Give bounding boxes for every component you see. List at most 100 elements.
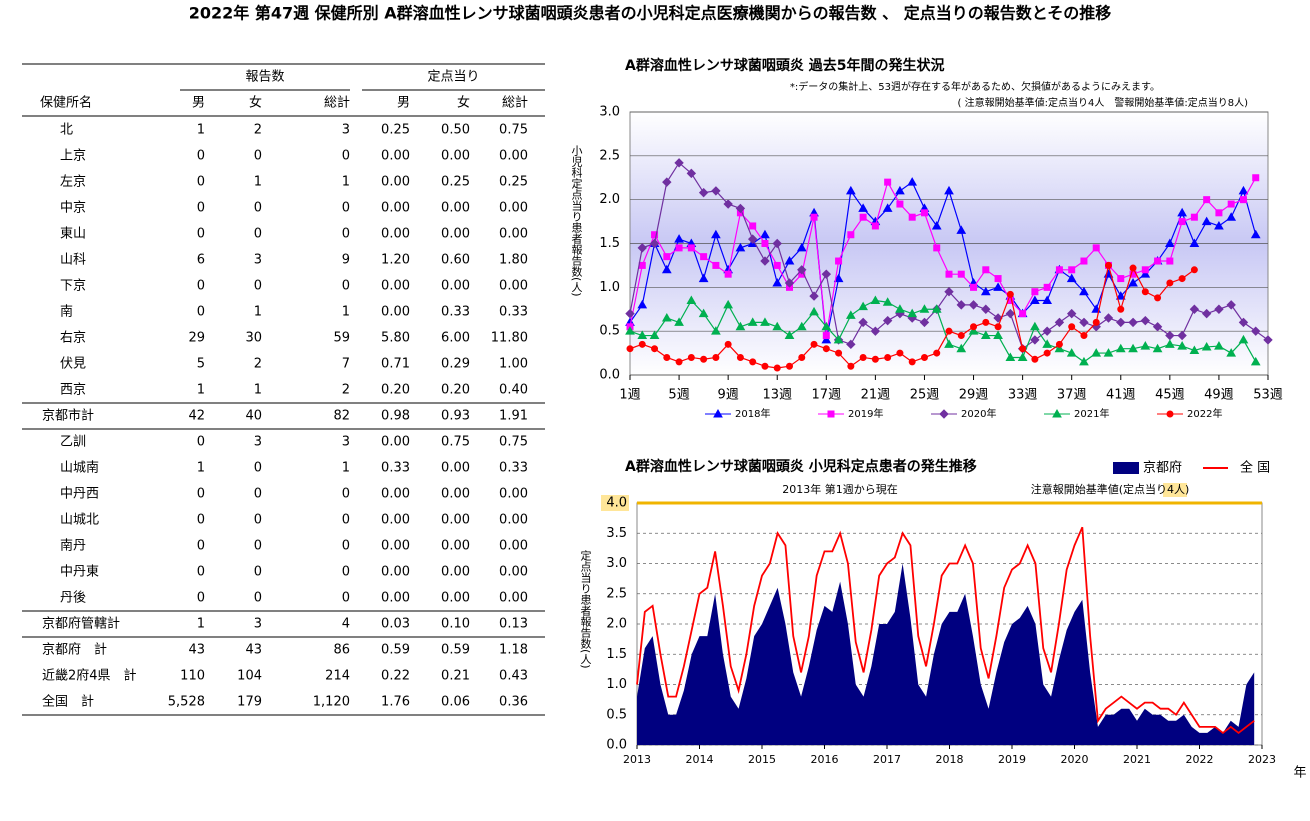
marker bbox=[1030, 321, 1040, 331]
marker bbox=[1030, 295, 1040, 304]
table-cell: 43 bbox=[188, 643, 205, 658]
marker bbox=[1042, 295, 1053, 304]
y-tick-label: 1.0 bbox=[599, 280, 620, 295]
marker bbox=[1189, 304, 1200, 314]
table-cell: 0.75 bbox=[499, 435, 528, 450]
series-area bbox=[637, 563, 1255, 745]
table-cell: 0.25 bbox=[381, 123, 410, 138]
marker bbox=[821, 321, 832, 331]
marker bbox=[859, 353, 867, 361]
marker bbox=[957, 332, 965, 340]
marker bbox=[1054, 317, 1065, 328]
marker bbox=[1092, 244, 1100, 252]
marker bbox=[662, 177, 672, 187]
marker bbox=[797, 265, 807, 275]
table-cell: 0 bbox=[197, 227, 205, 242]
marker bbox=[1189, 345, 1200, 354]
table-cell: 0 bbox=[342, 591, 350, 606]
x-tick-label: 41週 bbox=[1106, 388, 1136, 403]
table-cell: 1.18 bbox=[499, 643, 528, 658]
marker bbox=[784, 256, 795, 265]
row-name: 乙訓 bbox=[60, 434, 86, 450]
marker bbox=[651, 231, 659, 239]
chart-note: 注意報開始基準値(定点当り4人) bbox=[1031, 482, 1190, 496]
marker bbox=[847, 231, 855, 239]
marker bbox=[1251, 326, 1261, 336]
chart-note: *:データの集計上、53週が存在する年があるため、欠損値があるようにみえます。 bbox=[790, 80, 1160, 93]
table-cell: 1 bbox=[342, 175, 350, 190]
marker bbox=[735, 242, 746, 252]
marker bbox=[933, 244, 941, 252]
table-cell: 0 bbox=[254, 461, 262, 476]
table-cell: 0.29 bbox=[441, 357, 470, 372]
marker bbox=[1154, 294, 1162, 302]
marker bbox=[736, 353, 744, 361]
marker bbox=[968, 326, 979, 335]
marker bbox=[1091, 348, 1102, 357]
marker bbox=[970, 323, 978, 331]
marker bbox=[1080, 257, 1088, 265]
legend-label: 2019年 bbox=[848, 407, 883, 420]
marker bbox=[884, 353, 892, 361]
marker bbox=[1214, 304, 1224, 314]
table-cell: 0.25 bbox=[499, 175, 528, 190]
row-name: 山城北 bbox=[60, 513, 99, 528]
table-cell: 2 bbox=[254, 123, 262, 138]
marker bbox=[1154, 257, 1162, 265]
row-name: 左京 bbox=[60, 175, 86, 190]
row-name: 京都市計 bbox=[42, 408, 94, 424]
column-header: 女 bbox=[457, 95, 470, 111]
table-cell: 0.71 bbox=[381, 357, 410, 372]
marker bbox=[1178, 275, 1186, 283]
marker bbox=[711, 326, 721, 335]
chart-note: ( 注意報開始基準値:定点当り4人 警報開始基準値:定点当り8人) bbox=[958, 96, 1249, 109]
marker bbox=[675, 244, 683, 252]
marker bbox=[637, 299, 648, 309]
y-tick-label: 0.5 bbox=[606, 707, 627, 722]
marker bbox=[698, 308, 709, 318]
marker bbox=[871, 355, 879, 363]
marker bbox=[798, 353, 806, 361]
table-cell: 0.75 bbox=[499, 123, 528, 138]
row-name: 近畿2府4県 計 bbox=[42, 668, 137, 684]
row-name: 北 bbox=[60, 123, 73, 138]
table-cell: 1.91 bbox=[499, 409, 528, 424]
marker bbox=[724, 270, 732, 278]
table-cell: 104 bbox=[237, 669, 262, 684]
legend-marker bbox=[713, 408, 723, 418]
table-cell: 0.00 bbox=[499, 487, 528, 502]
table-cell: 0 bbox=[197, 279, 205, 294]
marker bbox=[956, 300, 966, 310]
table-cell: 0.00 bbox=[441, 201, 470, 216]
table-cell: 0.00 bbox=[441, 487, 470, 502]
table-cell: 0.33 bbox=[381, 461, 410, 476]
table-cell: 0.00 bbox=[381, 591, 410, 606]
table-cell: 0.00 bbox=[381, 201, 410, 216]
y-tick-label: 0.5 bbox=[599, 324, 620, 339]
table-cell: 1 bbox=[254, 175, 262, 190]
table-cell: 0.00 bbox=[441, 149, 470, 164]
marker bbox=[858, 203, 868, 212]
x-tick-label: 25週 bbox=[910, 388, 940, 403]
y-tick-label: 0.0 bbox=[599, 368, 620, 383]
marker bbox=[970, 283, 978, 291]
marker bbox=[1103, 348, 1114, 357]
table-cell: 0 bbox=[197, 565, 205, 580]
marker bbox=[1238, 334, 1249, 344]
legend-label: 2020年 bbox=[961, 407, 996, 420]
x-tick-label: 2017 bbox=[873, 753, 901, 766]
marker bbox=[858, 317, 868, 328]
marker bbox=[1031, 288, 1039, 296]
table-cell: 0.59 bbox=[441, 643, 470, 658]
table-cell: 0.00 bbox=[441, 565, 470, 580]
marker bbox=[835, 257, 843, 265]
x-axis-label: 年 bbox=[1293, 766, 1306, 781]
marker bbox=[796, 321, 807, 331]
table-cell: 0.00 bbox=[441, 513, 470, 528]
table-cell: 0.33 bbox=[441, 305, 470, 320]
marker bbox=[1092, 318, 1100, 326]
marker bbox=[822, 332, 830, 340]
table-cell: 82 bbox=[333, 409, 350, 424]
marker bbox=[637, 330, 648, 340]
marker bbox=[956, 225, 967, 234]
